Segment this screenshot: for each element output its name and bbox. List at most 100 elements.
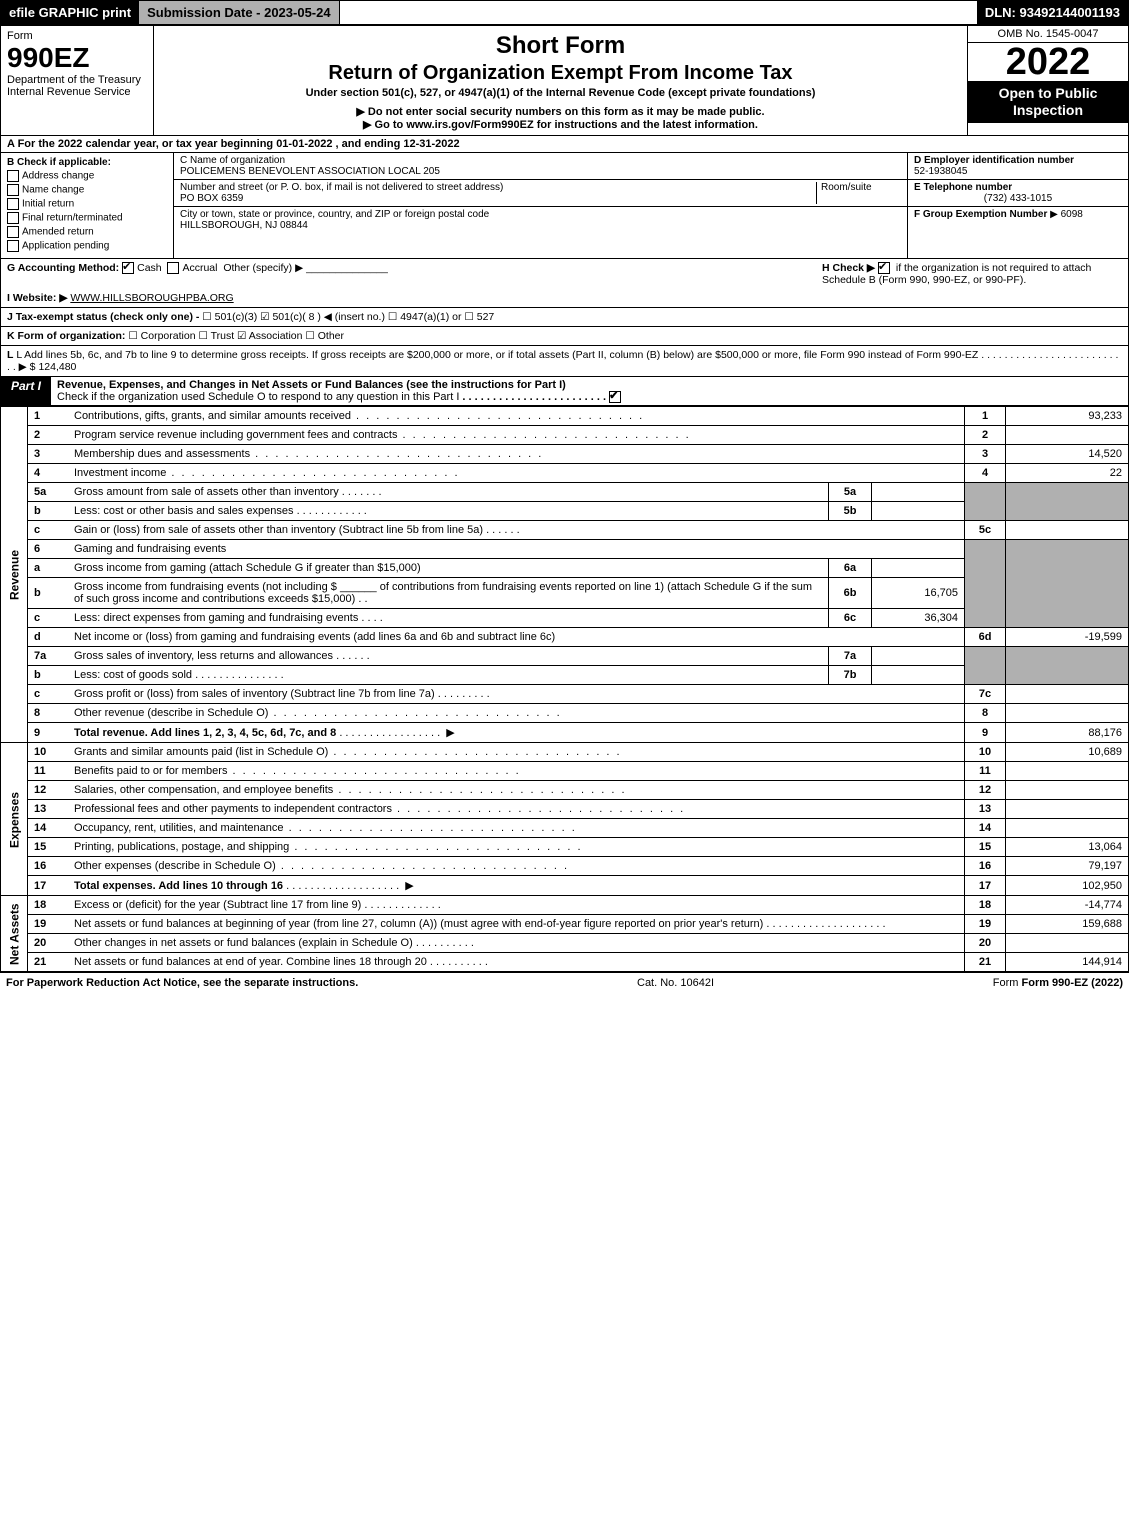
amt-13 <box>1006 800 1129 819</box>
title-right: OMB No. 1545-0047 2022 Open to Public In… <box>967 26 1128 135</box>
l-text: L Add lines 5b, 6c, and 7b to line 9 to … <box>16 349 978 361</box>
chk-schedule-o[interactable] <box>609 391 621 403</box>
amt-16: 79,197 <box>1006 857 1129 876</box>
lines-table: Revenue 1 Contributions, gifts, grants, … <box>0 406 1129 972</box>
part1-title: Revenue, Expenses, and Changes in Net As… <box>57 379 566 391</box>
submission-date: Submission Date - 2023-05-24 <box>139 1 340 24</box>
part1-header: Part I Revenue, Expenses, and Changes in… <box>0 377 1129 406</box>
g-label: G Accounting Method: <box>7 262 119 274</box>
room-suite-label: Room/suite <box>816 182 901 204</box>
top-spacer <box>340 1 977 24</box>
period-row: A For the 2022 calendar year, or tax yea… <box>0 136 1129 153</box>
title-return: Return of Organization Exempt From Incom… <box>162 62 959 85</box>
title-row: Form 990EZ Department of the Treasury In… <box>0 26 1129 136</box>
amt-11 <box>1006 762 1129 781</box>
amt-12 <box>1006 781 1129 800</box>
meta-block: G Accounting Method: Cash Accrual Other … <box>0 259 1129 377</box>
c-street-label: Number and street (or P. O. box, if mail… <box>180 182 816 193</box>
amt-17: 102,950 <box>1006 876 1129 896</box>
title-short-form: Short Form <box>162 32 959 60</box>
info-grid: B Check if applicable: Address change Na… <box>0 153 1129 259</box>
d-label: D Employer identification number <box>914 155 1074 166</box>
f-arrow: ▶ <box>1050 209 1058 220</box>
footer-right: Form Form 990-EZ (2022) <box>993 977 1123 989</box>
top-bar: efile GRAPHIC print Submission Date - 20… <box>0 0 1129 26</box>
footer-left: For Paperwork Reduction Act Notice, see … <box>6 977 358 989</box>
org-city: HILLSBOROUGH, NJ 08844 <box>180 220 901 231</box>
sub-6b: 16,705 <box>872 578 965 609</box>
side-revenue: Revenue <box>1 407 28 743</box>
chk-pending[interactable] <box>7 240 19 252</box>
footer: For Paperwork Reduction Act Notice, see … <box>0 972 1129 993</box>
form-id-box: Form 990EZ Department of the Treasury In… <box>1 26 154 135</box>
f-label: F Group Exemption Number <box>914 209 1047 220</box>
i-label: I Website: ▶ <box>7 292 67 304</box>
sub-7b <box>872 666 965 685</box>
section-b-header: B Check if applicable: <box>7 157 111 168</box>
dln-label: DLN: 93492144001193 <box>977 1 1128 24</box>
e-label: E Telephone number <box>914 182 1012 193</box>
amt-4: 22 <box>1006 464 1129 483</box>
dept-treasury: Department of the Treasury <box>7 74 147 86</box>
ein-value: 52-1938045 <box>914 166 967 177</box>
org-name: POLICEMENS BENEVOLENT ASSOCIATION LOCAL … <box>180 166 901 177</box>
section-def: D Employer identification number 52-1938… <box>907 153 1128 258</box>
side-expenses: Expenses <box>1 743 28 896</box>
k-label: K Form of organization: <box>7 330 125 342</box>
chk-cash[interactable] <box>122 262 134 274</box>
org-street: PO BOX 6359 <box>180 193 816 204</box>
c-city-label: City or town, state or province, country… <box>180 209 901 220</box>
j-label: J Tax-exempt status (check only one) - <box>7 311 199 323</box>
amt-2 <box>1006 426 1129 445</box>
side-netassets: Net Assets <box>1 896 28 972</box>
amt-5c <box>1006 521 1129 540</box>
section-c: C Name of organization POLICEMENS BENEVO… <box>174 153 907 258</box>
chk-address[interactable] <box>7 170 19 182</box>
chk-final[interactable] <box>7 212 19 224</box>
l-value: 124,480 <box>38 361 76 373</box>
amt-9: 88,176 <box>1006 723 1129 743</box>
chk-h[interactable] <box>878 262 890 274</box>
amt-6d: -19,599 <box>1006 628 1129 647</box>
amt-19: 159,688 <box>1006 915 1129 934</box>
chk-initial[interactable] <box>7 198 19 210</box>
sub-5b <box>872 502 965 521</box>
amt-18: -14,774 <box>1006 896 1129 915</box>
section-b: B Check if applicable: Address change Na… <box>1 153 174 258</box>
amt-3: 14,520 <box>1006 445 1129 464</box>
part1-check-text: Check if the organization used Schedule … <box>57 391 459 403</box>
l-arrow: ▶ $ <box>19 361 36 373</box>
amt-1: 93,233 <box>1006 407 1129 426</box>
h-label: H Check ▶ <box>822 262 875 274</box>
efile-label: efile GRAPHIC print <box>1 1 139 24</box>
tax-year: 2022 <box>968 43 1128 81</box>
k-opts: ☐ Corporation ☐ Trust ☑ Association ☐ Ot… <box>128 330 344 342</box>
note-ssn: ▶ Do not enter social security numbers o… <box>162 105 959 118</box>
phone-value: (732) 433-1015 <box>914 193 1122 204</box>
amt-14 <box>1006 819 1129 838</box>
irs-label: Internal Revenue Service <box>7 86 147 98</box>
open-inspection: Open to Public Inspection <box>968 81 1128 123</box>
footer-center: Cat. No. 10642I <box>637 977 714 989</box>
amt-21: 144,914 <box>1006 953 1129 972</box>
sub-6a <box>872 559 965 578</box>
subtitle: Under section 501(c), 527, or 4947(a)(1)… <box>162 87 959 99</box>
chk-amended[interactable] <box>7 226 19 238</box>
website-value[interactable]: WWW.HILLSBOROUGHPBA.ORG <box>70 292 233 304</box>
form-number: 990EZ <box>7 42 147 74</box>
part1-tab: Part I <box>1 377 51 405</box>
form-prefix: Form <box>7 30 147 42</box>
sub-5a <box>872 483 965 502</box>
amt-8 <box>1006 704 1129 723</box>
chk-accrual[interactable] <box>167 262 179 274</box>
amt-10: 10,689 <box>1006 743 1129 762</box>
sub-7a <box>872 647 965 666</box>
chk-name[interactable] <box>7 184 19 196</box>
j-opts: ☐ 501(c)(3) ☑ 501(c)( 8 ) ◀ (insert no.)… <box>202 311 494 323</box>
c-name-label: C Name of organization <box>180 155 901 166</box>
sub-6c: 36,304 <box>872 609 965 628</box>
amt-7c <box>1006 685 1129 704</box>
title-center: Short Form Return of Organization Exempt… <box>154 26 967 135</box>
group-exemption: 6098 <box>1061 209 1083 220</box>
amt-20 <box>1006 934 1129 953</box>
